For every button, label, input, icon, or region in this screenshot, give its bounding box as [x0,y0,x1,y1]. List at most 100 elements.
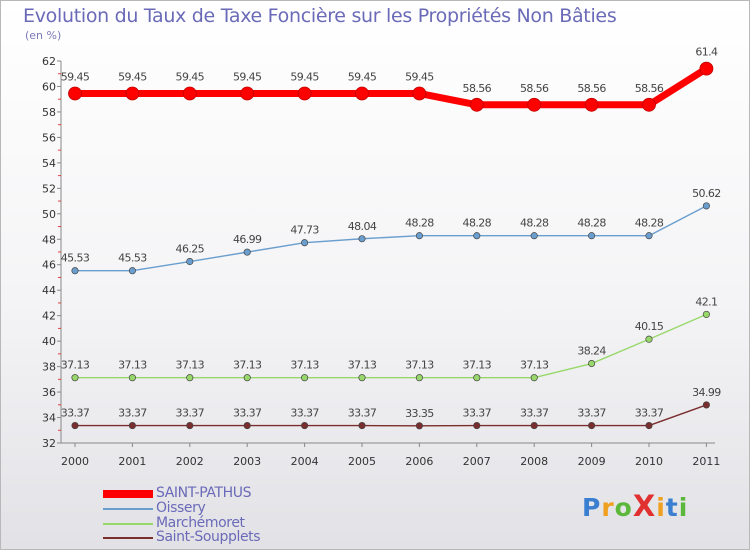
x-tick-label: 2005 [348,455,376,468]
x-tick-label: 2001 [118,455,146,468]
data-point [128,267,136,275]
data-label: 46.99 [233,233,262,246]
data-label: 33.37 [290,407,319,420]
x-tick-label: 2010 [635,455,663,468]
legend-label: Marchémoret [156,515,245,531]
data-point [702,310,710,318]
x-tick-label: 2004 [291,455,319,468]
data-label: 37.13 [290,359,319,372]
data-point [702,401,710,409]
y-tick-label: 34 [42,412,56,425]
data-label: 48.28 [635,217,664,230]
data-point [240,86,255,101]
data-label: 48.28 [405,217,434,230]
data-point [584,97,599,112]
y-tick-label: 58 [42,106,56,119]
x-tick-label: 2006 [405,455,433,468]
series-line [75,313,707,379]
data-label: 59.45 [348,70,377,83]
data-point [297,86,312,101]
y-tick-label: 36 [42,386,56,399]
data-label: 37.13 [405,359,434,372]
data-point [527,97,542,112]
chart-series: 59.45 59.45 59.45 59.45 59.45 59.45 59.45 58.56… [61,46,722,430]
data-label: 34.99 [692,386,721,399]
data-point [243,422,251,430]
data-label: 45.53 [61,252,90,265]
data-label: 48.28 [520,217,549,230]
data-point [186,422,194,430]
x-tick-label: 2009 [578,455,606,468]
data-label: 40.15 [635,320,664,333]
data-point [473,374,481,382]
data-label: 33.37 [118,407,147,420]
data-label: 58.56 [463,82,492,95]
x-tick-label: 2008 [520,455,548,468]
legend-label: SAINT-PATHUS [156,485,252,501]
chart-axes: 32 34 36 38 40 42 44 46 48 50 52 54 56 58 60 62 2000 2001… [42,55,720,468]
data-label: 37.13 [348,359,377,372]
x-tick-label: 2002 [176,455,204,468]
data-point [125,86,140,101]
data-label: 38.24 [577,345,606,358]
proxiti-logo: ProXiti [582,489,689,523]
data-point [473,232,481,240]
x-tick-label: 2007 [463,455,491,468]
data-point [301,422,309,430]
y-tick-label: 52 [42,182,56,195]
y-tick-label: 40 [42,335,56,348]
data-label: 33.37 [61,407,90,420]
chart-title: Evolution du Taux de Taxe Foncière sur l… [23,5,617,27]
y-tick-label: 32 [42,437,56,450]
y-tick-label: 60 [42,80,56,93]
y-tick-label: 46 [42,259,56,272]
series-saint-pathus: 59.45 59.45 59.45 59.45 59.45 59.45 59.45 58.56… [61,46,719,112]
series-line [75,65,709,109]
data-point [699,61,714,76]
x-tick-label: 2011 [692,455,720,468]
data-point [473,422,481,430]
data-point [243,248,251,256]
data-point [645,232,653,240]
data-point [71,422,79,430]
data-point [71,374,79,382]
data-point [71,267,79,275]
data-label: 42.1 [695,295,717,308]
data-label: 33.35 [405,407,434,420]
data-point [355,86,369,101]
y-tick-label: 48 [42,233,56,246]
data-point [358,235,366,243]
y-tick-label: 54 [42,157,56,170]
data-point [182,86,197,101]
data-label: 33.37 [635,407,664,420]
data-label: 59.45 [290,70,319,83]
data-point [645,422,653,430]
data-label: 37.13 [233,359,262,372]
data-label: 59.45 [61,70,90,83]
data-point [530,374,538,382]
data-label: 33.37 [463,407,492,420]
series-oissery: 45.53 45.53 46.25 46.99 47.73 48.04 48.28 48.28… [61,187,721,275]
data-label: 37.13 [520,359,549,372]
data-label: 37.13 [463,359,492,372]
legend-swatch [103,490,153,498]
data-label: 61.4 [695,46,718,59]
data-point [358,374,366,382]
data-point [128,374,136,382]
data-point [645,335,653,343]
data-point [186,374,194,382]
data-point [243,374,251,382]
data-point [530,422,538,430]
y-tick-label: 42 [42,310,56,323]
data-label: 47.73 [290,224,319,237]
y-tick-label: 38 [42,361,56,374]
data-point [415,422,423,430]
data-point [642,97,656,112]
y-tick-label: 62 [42,55,56,68]
data-label: 58.56 [520,82,549,95]
legend-swatch [103,523,153,525]
x-tick-label: 2003 [233,455,261,468]
legend-label: Saint-Soupplets [156,529,261,545]
data-label: 50.62 [692,187,721,200]
